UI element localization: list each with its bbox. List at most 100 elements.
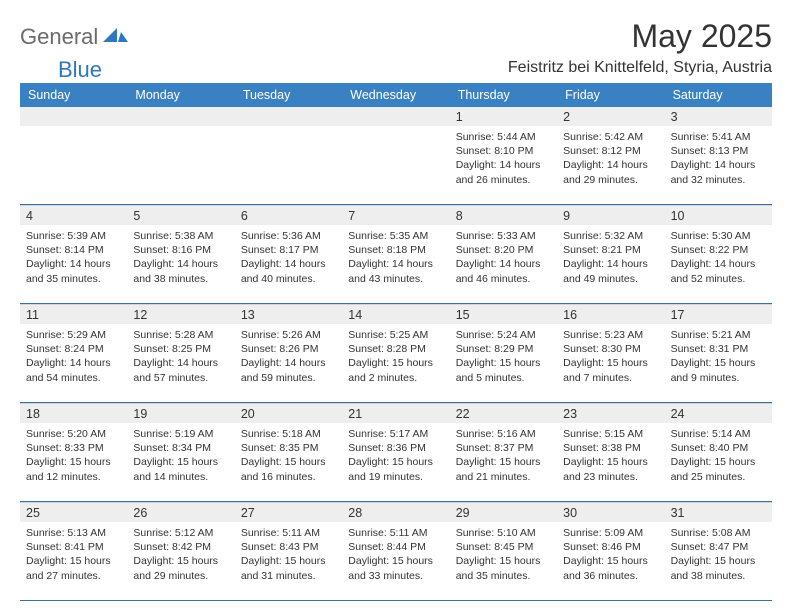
- day-cell: Sunrise: 5:44 AMSunset: 8:10 PMDaylight:…: [450, 126, 557, 204]
- day-info: Sunrise: 5:20 AMSunset: 8:33 PMDaylight:…: [26, 427, 121, 484]
- day-cell: [20, 126, 127, 204]
- day-cell: Sunrise: 5:28 AMSunset: 8:25 PMDaylight:…: [127, 324, 234, 402]
- day-info: Sunrise: 5:10 AMSunset: 8:45 PMDaylight:…: [456, 526, 551, 583]
- day-info: Sunrise: 5:11 AMSunset: 8:43 PMDaylight:…: [241, 526, 336, 583]
- day-info: Sunrise: 5:19 AMSunset: 8:34 PMDaylight:…: [133, 427, 228, 484]
- week-row: Sunrise: 5:29 AMSunset: 8:24 PMDaylight:…: [20, 324, 772, 402]
- day-info: Sunrise: 5:29 AMSunset: 8:24 PMDaylight:…: [26, 328, 121, 385]
- calendar-body: 123Sunrise: 5:44 AMSunset: 8:10 PMDaylig…: [20, 107, 772, 601]
- daynum-cell: 14: [342, 304, 449, 324]
- daynum-cell: [342, 107, 449, 126]
- day-info: Sunrise: 5:36 AMSunset: 8:17 PMDaylight:…: [241, 229, 336, 286]
- day-cell: Sunrise: 5:21 AMSunset: 8:31 PMDaylight:…: [665, 324, 772, 402]
- day-cell: Sunrise: 5:35 AMSunset: 8:18 PMDaylight:…: [342, 225, 449, 303]
- title-block: May 2025: [631, 18, 772, 55]
- daynum-cell: 25: [20, 502, 127, 522]
- day-info: Sunrise: 5:42 AMSunset: 8:12 PMDaylight:…: [563, 130, 658, 187]
- day-cell: Sunrise: 5:24 AMSunset: 8:29 PMDaylight:…: [450, 324, 557, 402]
- daynum-cell: 4: [20, 205, 127, 225]
- daynum-cell: [127, 107, 234, 126]
- day-info: Sunrise: 5:28 AMSunset: 8:25 PMDaylight:…: [133, 328, 228, 385]
- day-cell: Sunrise: 5:30 AMSunset: 8:22 PMDaylight:…: [665, 225, 772, 303]
- day-cell: Sunrise: 5:32 AMSunset: 8:21 PMDaylight:…: [557, 225, 664, 303]
- daynum-cell: 24: [665, 403, 772, 423]
- daynum-cell: 3: [665, 107, 772, 126]
- day-cell: Sunrise: 5:14 AMSunset: 8:40 PMDaylight:…: [665, 423, 772, 501]
- day-info: Sunrise: 5:08 AMSunset: 8:47 PMDaylight:…: [671, 526, 766, 583]
- daynum-cell: [20, 107, 127, 126]
- dayname-header-row: SundayMondayTuesdayWednesdayThursdayFrid…: [20, 83, 772, 107]
- daynum-cell: 27: [235, 502, 342, 522]
- day-cell: Sunrise: 5:23 AMSunset: 8:30 PMDaylight:…: [557, 324, 664, 402]
- day-info: Sunrise: 5:25 AMSunset: 8:28 PMDaylight:…: [348, 328, 443, 385]
- daynum-row: 25262728293031: [20, 502, 772, 522]
- dayname-cell: Thursday: [450, 83, 557, 107]
- daynum-cell: 22: [450, 403, 557, 423]
- daynum-cell: 10: [665, 205, 772, 225]
- daynum-cell: 30: [557, 502, 664, 522]
- day-info: Sunrise: 5:14 AMSunset: 8:40 PMDaylight:…: [671, 427, 766, 484]
- day-info: Sunrise: 5:32 AMSunset: 8:21 PMDaylight:…: [563, 229, 658, 286]
- day-info: Sunrise: 5:16 AMSunset: 8:37 PMDaylight:…: [456, 427, 551, 484]
- daynum-cell: 19: [127, 403, 234, 423]
- dayname-cell: Tuesday: [235, 83, 342, 107]
- daynum-cell: 15: [450, 304, 557, 324]
- daynum-cell: 1: [450, 107, 557, 126]
- day-cell: Sunrise: 5:19 AMSunset: 8:34 PMDaylight:…: [127, 423, 234, 501]
- daynum-cell: 28: [342, 502, 449, 522]
- daynum-cell: [235, 107, 342, 126]
- day-cell: Sunrise: 5:12 AMSunset: 8:42 PMDaylight:…: [127, 522, 234, 600]
- day-cell: Sunrise: 5:13 AMSunset: 8:41 PMDaylight:…: [20, 522, 127, 600]
- daynum-cell: 2: [557, 107, 664, 126]
- day-info: Sunrise: 5:24 AMSunset: 8:29 PMDaylight:…: [456, 328, 551, 385]
- day-info: Sunrise: 5:11 AMSunset: 8:44 PMDaylight:…: [348, 526, 443, 583]
- day-cell: Sunrise: 5:08 AMSunset: 8:47 PMDaylight:…: [665, 522, 772, 600]
- daynum-cell: 31: [665, 502, 772, 522]
- daynum-cell: 23: [557, 403, 664, 423]
- day-info: Sunrise: 5:30 AMSunset: 8:22 PMDaylight:…: [671, 229, 766, 286]
- day-info: Sunrise: 5:33 AMSunset: 8:20 PMDaylight:…: [456, 229, 551, 286]
- week-row: Sunrise: 5:20 AMSunset: 8:33 PMDaylight:…: [20, 423, 772, 501]
- day-cell: Sunrise: 5:25 AMSunset: 8:28 PMDaylight:…: [342, 324, 449, 402]
- day-info: Sunrise: 5:26 AMSunset: 8:26 PMDaylight:…: [241, 328, 336, 385]
- day-cell: Sunrise: 5:26 AMSunset: 8:26 PMDaylight:…: [235, 324, 342, 402]
- day-info: Sunrise: 5:23 AMSunset: 8:30 PMDaylight:…: [563, 328, 658, 385]
- header-row: General May 2025: [20, 18, 772, 55]
- day-info: Sunrise: 5:35 AMSunset: 8:18 PMDaylight:…: [348, 229, 443, 286]
- day-cell: Sunrise: 5:42 AMSunset: 8:12 PMDaylight:…: [557, 126, 664, 204]
- daynum-row: 11121314151617: [20, 304, 772, 324]
- daynum-cell: 16: [557, 304, 664, 324]
- location-text: Feistritz bei Knittelfeld, Styria, Austr…: [508, 59, 772, 77]
- daynum-cell: 29: [450, 502, 557, 522]
- day-cell: Sunrise: 5:09 AMSunset: 8:46 PMDaylight:…: [557, 522, 664, 600]
- day-cell: Sunrise: 5:38 AMSunset: 8:16 PMDaylight:…: [127, 225, 234, 303]
- day-cell: Sunrise: 5:39 AMSunset: 8:14 PMDaylight:…: [20, 225, 127, 303]
- brand-text-general: General: [20, 24, 98, 50]
- day-cell: Sunrise: 5:33 AMSunset: 8:20 PMDaylight:…: [450, 225, 557, 303]
- day-info: Sunrise: 5:15 AMSunset: 8:38 PMDaylight:…: [563, 427, 658, 484]
- dayname-cell: Monday: [127, 83, 234, 107]
- day-info: Sunrise: 5:39 AMSunset: 8:14 PMDaylight:…: [26, 229, 121, 286]
- daynum-cell: 11: [20, 304, 127, 324]
- day-info: Sunrise: 5:41 AMSunset: 8:13 PMDaylight:…: [671, 130, 766, 187]
- brand-logo: General: [20, 24, 131, 50]
- day-info: Sunrise: 5:17 AMSunset: 8:36 PMDaylight:…: [348, 427, 443, 484]
- day-cell: Sunrise: 5:41 AMSunset: 8:13 PMDaylight:…: [665, 126, 772, 204]
- daynum-cell: 6: [235, 205, 342, 225]
- dayname-cell: Saturday: [665, 83, 772, 107]
- dayname-cell: Sunday: [20, 83, 127, 107]
- month-title: May 2025: [631, 18, 772, 55]
- daynum-cell: 17: [665, 304, 772, 324]
- daynum-cell: 5: [127, 205, 234, 225]
- day-cell: Sunrise: 5:11 AMSunset: 8:43 PMDaylight:…: [235, 522, 342, 600]
- daynum-cell: 8: [450, 205, 557, 225]
- day-cell: Sunrise: 5:16 AMSunset: 8:37 PMDaylight:…: [450, 423, 557, 501]
- brand-text-blue: Blue: [58, 57, 102, 83]
- dayname-cell: Wednesday: [342, 83, 449, 107]
- dayname-cell: Friday: [557, 83, 664, 107]
- daynum-cell: 18: [20, 403, 127, 423]
- day-info: Sunrise: 5:12 AMSunset: 8:42 PMDaylight:…: [133, 526, 228, 583]
- day-cell: Sunrise: 5:20 AMSunset: 8:33 PMDaylight:…: [20, 423, 127, 501]
- brand-logo-line2: Blue: [20, 57, 102, 83]
- day-cell: [235, 126, 342, 204]
